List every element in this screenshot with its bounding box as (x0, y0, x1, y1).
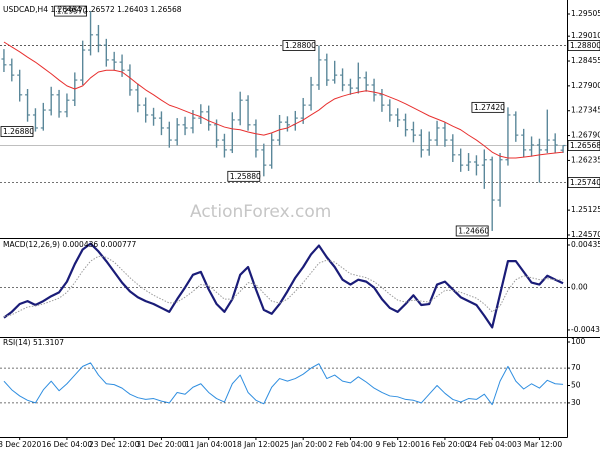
price-label-box (282, 40, 316, 51)
pane-title: MACD(12,26,9) 0.000436 0.000777 (3, 240, 137, 249)
price-label: 1.26568 (570, 141, 600, 150)
price-label-box (0, 126, 34, 137)
y-tick-label: -0.004361 (571, 325, 600, 334)
x-tick-label: 11 Jan 04:00 (185, 440, 233, 449)
pane-title: RSI(14) 51.3107 (3, 338, 64, 347)
price-label-box (567, 40, 600, 51)
pane-title: USDCAD,H4 1.26464 1.26572 1.26403 1.2656… (3, 5, 182, 14)
y-tick-label: 1.29505 (571, 9, 600, 18)
y-tick-label: 100 (571, 337, 586, 346)
price-label: 1.28800 (285, 41, 316, 50)
watermark: ActionForex.com (190, 202, 331, 222)
x-tick-label: 18 Jan 12:00 (232, 440, 280, 449)
y-tick-label: 1.25125 (571, 205, 600, 214)
x-tick-label: 24 Feb 04:00 (468, 440, 517, 449)
y-tick-label: 1.26790 (571, 131, 600, 140)
y-tick-label: 0.00 (571, 282, 588, 291)
y-tick-label: 30 (571, 398, 581, 407)
series-line (3, 41, 564, 159)
x-tick-label: 16 Dec 04:00 (42, 440, 93, 449)
y-tick-label: 70 (571, 363, 581, 372)
y-tick-label: 1.26235 (571, 155, 600, 164)
y-tick-label: 0.004358 (571, 240, 600, 249)
y-tick-label: 50 (571, 380, 581, 389)
x-tick-label: 16 Feb 20:00 (420, 440, 469, 449)
y-tick-label: 1.27345 (571, 106, 600, 115)
price-label-box (455, 225, 489, 237)
price-label-box (227, 170, 261, 182)
x-tick-label: 9 Feb 12:00 (375, 440, 420, 449)
series-line (3, 255, 564, 318)
price-label: 1.28800 (570, 41, 600, 50)
x-tick-label: 25 Jan 20:00 (279, 440, 327, 449)
price-label-box (54, 5, 87, 17)
price-label-box (471, 101, 505, 113)
x-tick-label: 23 Dec 12:00 (89, 440, 140, 449)
x-tick-label: 31 Dec 20:00 (136, 440, 187, 449)
price-label: 1.29570 (57, 7, 88, 16)
price-label: 1.25880 (230, 172, 261, 181)
series-line (3, 242, 564, 329)
price-label: 1.27420 (474, 103, 505, 112)
x-tick-label: 8 Dec 2020 (0, 440, 41, 449)
y-tick-label: 1.24570 (571, 230, 600, 239)
price-label: 1.25740 (570, 178, 600, 187)
price-label: 1.26880 (3, 127, 34, 136)
x-tick-label: 3 Mar 12:00 (517, 440, 563, 449)
y-tick-label: 1.29010 (571, 31, 600, 40)
price-label-box (567, 177, 600, 188)
x-tick-label: 2 Feb 04:00 (328, 440, 373, 449)
y-tick-label: 1.28455 (571, 56, 600, 65)
y-tick-label: 1.27900 (571, 81, 600, 90)
price-label: 1.24660 (458, 226, 489, 235)
price-label-box (567, 140, 600, 151)
series-line (3, 362, 564, 406)
